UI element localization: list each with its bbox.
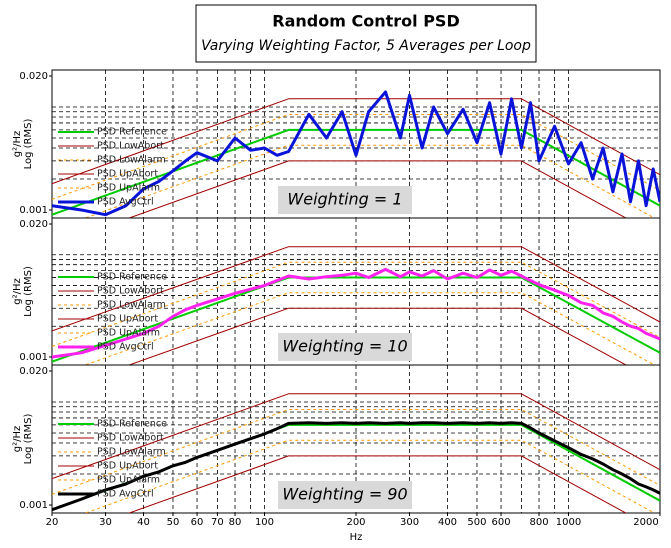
annotation: Weighting = 10	[282, 337, 407, 356]
series-line	[83, 292, 656, 365]
y-tick-label: 0.020	[19, 71, 48, 82]
y-axis-unit: g²/Hz	[12, 426, 23, 453]
series-line	[52, 267, 660, 359]
chart-title: Random Control PSD	[272, 12, 459, 31]
x-tick-label: 800	[529, 517, 548, 528]
legend-label: PSD LowAbort	[97, 286, 164, 297]
legend-label: PSD AvgCtrl	[97, 489, 154, 500]
x-tick-label: 70	[211, 517, 224, 528]
series-line	[127, 160, 627, 218]
legend-label: PSD UpAbort	[97, 169, 158, 180]
series-line	[127, 307, 627, 365]
legend-label: PSD UpAlarm	[97, 475, 160, 486]
series-line	[52, 393, 660, 480]
y-axis-label: Log (RMS)	[23, 414, 34, 465]
legend-label: PSD Reference	[97, 127, 167, 138]
chart-subtitle: Varying Weighting Factor, 5 Averages per…	[201, 38, 531, 54]
legend-label: PSD UpAlarm	[97, 328, 160, 339]
series-line	[83, 439, 656, 513]
series-group	[52, 246, 660, 365]
x-tick-label: 500	[467, 517, 486, 528]
legend-label: PSD LowAbort	[97, 433, 164, 444]
y-tick-label: 0.001	[19, 205, 48, 216]
series-group	[52, 90, 660, 218]
y-axis-label: Log (RMS)	[23, 266, 34, 317]
y-axis-label: Log (RMS)	[23, 119, 34, 170]
legend-label: PSD LowAlarm	[97, 300, 166, 311]
y-axis-unit: g²/Hz	[12, 278, 23, 305]
annotation-box	[278, 186, 412, 214]
y-tick-label: 0.020	[19, 219, 48, 230]
legend-label: PSD UpAbort	[97, 461, 158, 472]
x-tick-label: 80	[229, 517, 242, 528]
series-line	[52, 261, 660, 347]
y-tick-label: 0.020	[19, 366, 48, 377]
annotation: Weighting = 90	[282, 485, 407, 504]
legend-label: PSD Reference	[97, 419, 167, 430]
series-line	[52, 246, 660, 332]
legend-label: PSD LowAbort	[97, 141, 164, 152]
x-tick-label: 20	[46, 517, 59, 528]
annotation: Weighting = 1	[287, 190, 402, 209]
x-tick-label: 1000	[556, 517, 581, 528]
x-tick-label: 600	[491, 517, 510, 528]
legend-label: PSD LowAlarm	[97, 155, 166, 166]
legend-label: PSD AvgCtrl	[97, 197, 154, 208]
x-tick-label: 400	[438, 517, 457, 528]
series-line	[52, 409, 660, 495]
annotation-box	[278, 481, 412, 509]
x-tick-label: 100	[255, 517, 274, 528]
series-line	[52, 421, 660, 512]
y-tick-label: 0.001	[19, 352, 48, 363]
annotation-box	[278, 333, 412, 361]
legend-label: PSD LowAlarm	[97, 447, 166, 458]
x-axis-label: Hz	[350, 532, 363, 543]
legend-label: PSD UpAbort	[97, 314, 158, 325]
series-line	[52, 90, 660, 217]
x-tick-label: 50	[167, 517, 180, 528]
y-axis-unit: g²/Hz	[12, 131, 23, 158]
legend-label: PSD AvgCtrl	[97, 342, 154, 353]
x-tick-label: 2000	[633, 517, 658, 528]
x-tick-label: 200	[346, 517, 365, 528]
x-tick-label: 300	[400, 517, 419, 528]
legend-label: PSD UpAlarm	[97, 183, 160, 194]
legend-label: PSD Reference	[97, 272, 167, 283]
y-tick-label: 0.001	[19, 500, 48, 511]
x-tick-label: 60	[191, 517, 204, 528]
x-tick-label: 30	[99, 517, 112, 528]
series-line	[127, 455, 627, 513]
x-tick-label: 40	[137, 517, 150, 528]
series-group	[52, 393, 660, 513]
series-line	[52, 98, 660, 185]
series-line	[83, 144, 656, 218]
title-box	[195, 4, 537, 63]
